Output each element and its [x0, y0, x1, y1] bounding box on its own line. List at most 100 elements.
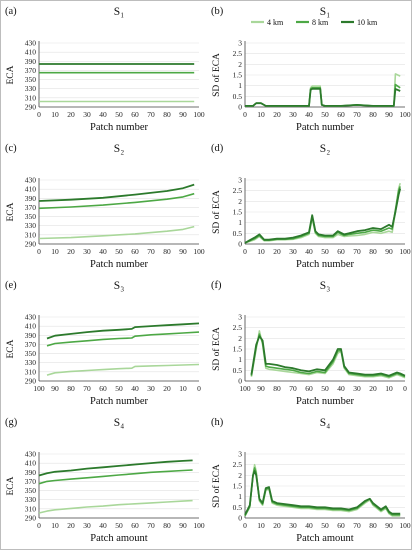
x-tick-label: 0: [197, 384, 201, 393]
x-tick-label: 0: [243, 247, 247, 256]
legend-entry: 4 km: [267, 18, 284, 27]
y-axis-label: ECA: [6, 476, 16, 495]
panel-title: S₃: [114, 280, 124, 292]
y-tick-label: 1.5: [233, 482, 243, 491]
y-axis-label: SD of ECA: [211, 190, 222, 234]
y-tick-label: 2.5: [233, 49, 243, 58]
x-tick-label: 20: [273, 247, 281, 256]
y-tick-label: 290: [25, 103, 37, 112]
x-tick-label: 0: [37, 110, 41, 119]
x-axis-label: Patch number: [296, 122, 355, 133]
series-line-8km: [46, 331, 200, 347]
y-axis-label: SD of ECA: [211, 53, 222, 97]
series-line-10km: [46, 322, 200, 340]
x-tick-label: 90: [257, 384, 265, 393]
y-tick-label: 0.5: [233, 229, 243, 238]
x-tick-label: 50: [321, 384, 329, 393]
x-axis-label: Patch number: [90, 122, 149, 133]
x-tick-label: 80: [163, 110, 171, 119]
x-tick-label: 10: [385, 384, 393, 393]
y-tick-label: 350: [25, 486, 37, 495]
y-tick-label: 390: [25, 194, 37, 203]
panel-label: (f): [211, 280, 222, 291]
y-tick-label: 0: [238, 514, 242, 523]
x-axis-label: Patch number: [296, 259, 355, 270]
x-tick-label: 10: [257, 110, 265, 119]
y-tick-label: 2: [238, 334, 242, 343]
x-tick-label: 0: [243, 110, 247, 119]
y-tick-label: 0.5: [233, 503, 243, 512]
y-tick-label: 290: [25, 377, 37, 386]
series-line-10km: [250, 335, 406, 377]
x-tick-label: 70: [353, 110, 361, 119]
x-tick-label: 50: [321, 110, 329, 119]
y-tick-label: 2: [238, 471, 242, 480]
series-line-10km: [38, 183, 195, 202]
x-tick-label: 70: [289, 384, 297, 393]
x-axis-label: Patch number: [296, 396, 355, 407]
series-line-4km: [244, 182, 401, 244]
panel-label: (h): [211, 417, 224, 428]
x-tick-label: 20: [67, 521, 75, 530]
x-tick-label: 50: [321, 247, 329, 256]
x-tick-label: 10: [257, 521, 265, 530]
y-tick-label: 3: [238, 450, 242, 459]
x-tick-label: 60: [99, 384, 107, 393]
x-tick-label: 80: [369, 110, 377, 119]
x-tick-label: 100: [399, 521, 411, 530]
y-tick-label: 370: [25, 66, 37, 75]
x-tick-label: 30: [83, 247, 91, 256]
y-tick-label: 350: [25, 212, 37, 221]
y-tick-label: 3: [238, 176, 242, 185]
legend-entry: 10 km: [357, 18, 378, 27]
panel-title: S₄: [320, 417, 330, 429]
panel-title: S₄: [114, 417, 124, 429]
panel-title: S₁: [320, 6, 330, 18]
panel-label: (g): [5, 417, 18, 428]
y-tick-label: 410: [25, 185, 37, 194]
y-tick-label: 370: [25, 340, 37, 349]
x-tick-label: 0: [37, 521, 41, 530]
x-tick-label: 40: [337, 384, 345, 393]
y-tick-label: 430: [25, 450, 37, 459]
x-axis-label: Patch amount: [90, 533, 148, 544]
y-tick-label: 1.5: [233, 208, 243, 217]
y-tick-label: 1.5: [233, 345, 243, 354]
series-line-4km: [250, 330, 406, 379]
y-tick-label: 2: [238, 60, 242, 69]
panel-label: (d): [211, 143, 224, 154]
x-tick-label: 10: [179, 384, 187, 393]
series-line-10km: [244, 188, 402, 244]
series-line-4km: [46, 363, 200, 376]
y-tick-label: 330: [25, 221, 37, 230]
y-tick-label: 0.5: [233, 92, 243, 101]
x-tick-label: 70: [353, 247, 361, 256]
y-tick-label: 430: [25, 313, 37, 322]
y-tick-label: 0: [238, 377, 242, 386]
x-tick-label: 50: [115, 384, 123, 393]
x-tick-label: 30: [353, 384, 361, 393]
x-tick-label: 90: [385, 247, 393, 256]
x-tick-label: 90: [179, 521, 187, 530]
y-axis-label: SD of ECA: [211, 327, 222, 371]
y-tick-label: 1: [238, 218, 242, 227]
y-tick-label: 3: [238, 313, 242, 322]
y-tick-label: 0: [238, 103, 242, 112]
x-tick-label: 40: [305, 110, 313, 119]
y-tick-label: 290: [25, 240, 37, 249]
x-tick-label: 30: [83, 110, 91, 119]
y-tick-label: 2.5: [233, 186, 243, 195]
x-tick-label: 0: [403, 384, 407, 393]
x-tick-label: 10: [51, 247, 59, 256]
panel-label: (a): [5, 6, 17, 17]
y-tick-label: 330: [25, 84, 37, 93]
x-tick-label: 100: [193, 521, 205, 530]
x-tick-label: 30: [147, 384, 155, 393]
